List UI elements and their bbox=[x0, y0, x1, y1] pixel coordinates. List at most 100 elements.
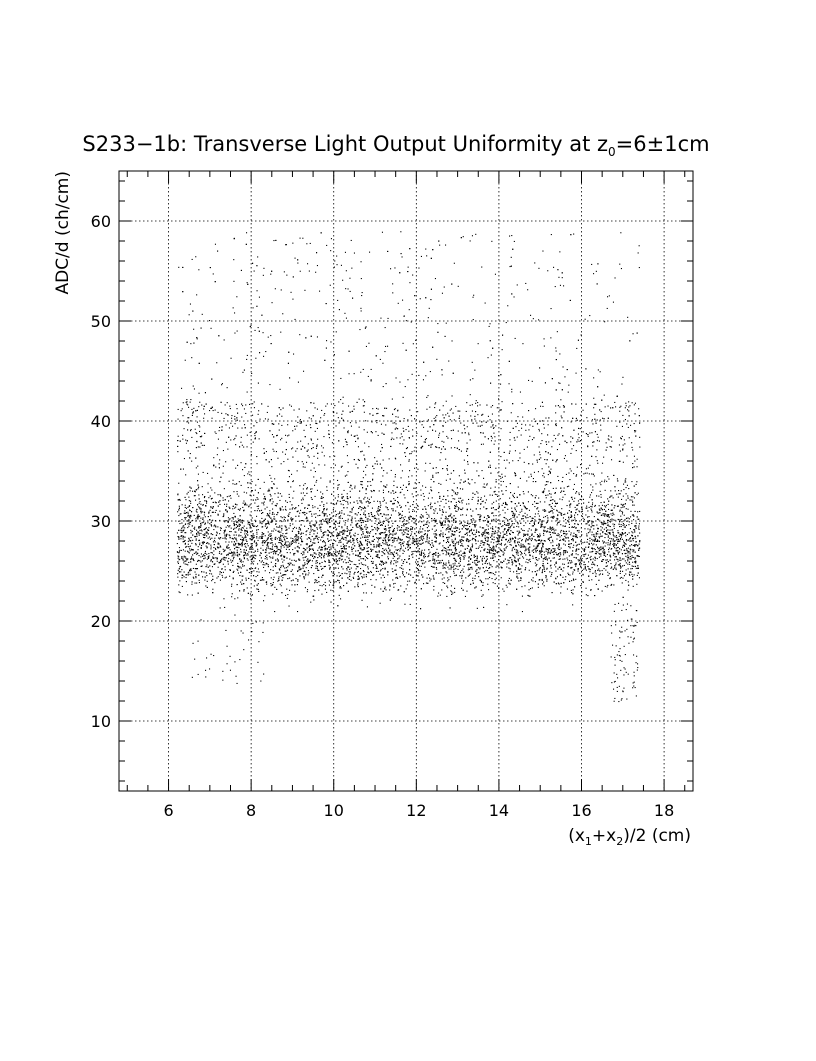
scatter-point bbox=[471, 498, 473, 500]
scatter-point bbox=[373, 468, 375, 470]
scatter-point bbox=[366, 547, 368, 549]
scatter-point bbox=[341, 510, 343, 512]
scatter-point bbox=[461, 538, 463, 540]
scatter-point bbox=[539, 535, 541, 537]
scatter-point bbox=[391, 398, 393, 400]
scatter-point bbox=[386, 550, 388, 552]
scatter-point bbox=[422, 560, 424, 562]
scatter-point bbox=[467, 564, 469, 566]
scatter-point bbox=[231, 585, 233, 587]
scatter-point bbox=[328, 580, 330, 582]
scatter-point bbox=[509, 235, 511, 237]
scatter-point bbox=[539, 550, 541, 552]
scatter-point bbox=[204, 528, 206, 530]
scatter-point bbox=[295, 450, 297, 452]
scatter-point bbox=[477, 496, 479, 498]
scatter-point bbox=[335, 567, 337, 569]
scatter-point bbox=[375, 555, 377, 557]
scatter-point bbox=[571, 567, 573, 569]
scatter-point bbox=[420, 255, 422, 257]
scatter-point bbox=[629, 551, 631, 553]
scatter-point bbox=[300, 544, 302, 546]
scatter-point bbox=[494, 554, 496, 556]
scatter-point bbox=[441, 589, 443, 591]
scatter-point bbox=[404, 532, 406, 534]
scatter-point bbox=[622, 448, 624, 450]
scatter-point bbox=[194, 491, 196, 493]
scatter-point bbox=[384, 538, 386, 540]
scatter-point bbox=[256, 531, 258, 533]
scatter-point bbox=[311, 462, 313, 464]
scatter-point bbox=[518, 544, 520, 546]
scatter-point bbox=[405, 520, 407, 522]
scatter-point bbox=[191, 460, 193, 462]
scatter-point bbox=[296, 425, 298, 427]
scatter-point bbox=[517, 538, 519, 540]
scatter-point bbox=[528, 509, 530, 511]
scatter-point bbox=[514, 540, 516, 542]
scatter-point bbox=[290, 543, 292, 545]
scatter-point bbox=[278, 578, 280, 580]
scatter-point bbox=[310, 601, 312, 603]
scatter-point bbox=[578, 494, 580, 496]
scatter-point bbox=[272, 593, 274, 595]
scatter-point bbox=[620, 549, 622, 551]
scatter-point bbox=[503, 552, 505, 554]
scatter-point bbox=[603, 481, 605, 483]
scatter-point bbox=[274, 551, 276, 553]
scatter-point bbox=[481, 501, 483, 503]
scatter-point bbox=[224, 404, 226, 406]
scatter-point bbox=[495, 526, 497, 528]
scatter-point bbox=[599, 573, 601, 575]
scatter-point bbox=[442, 534, 444, 536]
scatter-point bbox=[474, 533, 476, 535]
scatter-point bbox=[239, 524, 241, 526]
scatter-point bbox=[408, 536, 410, 538]
scatter-point bbox=[266, 411, 268, 413]
scatter-point bbox=[517, 523, 519, 525]
scatter-point bbox=[500, 542, 502, 544]
scatter-point bbox=[401, 436, 403, 438]
scatter-point bbox=[450, 430, 452, 432]
scatter-point bbox=[479, 518, 481, 520]
scatter-point bbox=[377, 537, 379, 539]
scatter-point bbox=[571, 592, 573, 594]
scatter-point bbox=[203, 571, 205, 573]
scatter-point bbox=[523, 546, 525, 548]
scatter-point bbox=[390, 420, 392, 422]
scatter-point bbox=[313, 538, 315, 540]
scatter-point bbox=[294, 552, 296, 554]
scatter-point bbox=[627, 508, 629, 510]
scatter-point bbox=[267, 513, 269, 515]
scatter-point bbox=[518, 573, 520, 575]
scatter-point bbox=[364, 559, 366, 561]
scatter-point bbox=[500, 532, 502, 534]
scatter-point bbox=[206, 558, 208, 560]
scatter-point bbox=[628, 556, 630, 558]
scatter-point bbox=[450, 585, 452, 587]
scatter-point bbox=[603, 513, 605, 515]
scatter-point bbox=[324, 581, 326, 583]
scatter-point bbox=[620, 490, 622, 492]
scatter-point bbox=[423, 562, 425, 564]
scatter-point bbox=[452, 498, 454, 500]
scatter-point bbox=[531, 380, 533, 382]
scatter-point bbox=[272, 501, 274, 503]
scatter-point bbox=[238, 547, 240, 549]
scatter-point bbox=[184, 550, 186, 552]
scatter-point bbox=[401, 532, 403, 534]
scatter-point bbox=[430, 486, 432, 488]
scatter-point bbox=[482, 582, 484, 584]
scatter-point bbox=[187, 550, 189, 552]
scatter-point bbox=[304, 466, 306, 468]
scatter-point bbox=[581, 515, 583, 517]
scatter-point bbox=[408, 476, 410, 478]
scatter-point bbox=[298, 533, 300, 535]
scatter-point bbox=[550, 536, 552, 538]
scatter-point bbox=[589, 464, 591, 466]
scatter-point bbox=[620, 576, 622, 578]
scatter-point bbox=[227, 517, 229, 519]
scatter-point bbox=[482, 443, 484, 445]
scatter-point bbox=[341, 512, 343, 514]
scatter-point bbox=[530, 588, 532, 590]
